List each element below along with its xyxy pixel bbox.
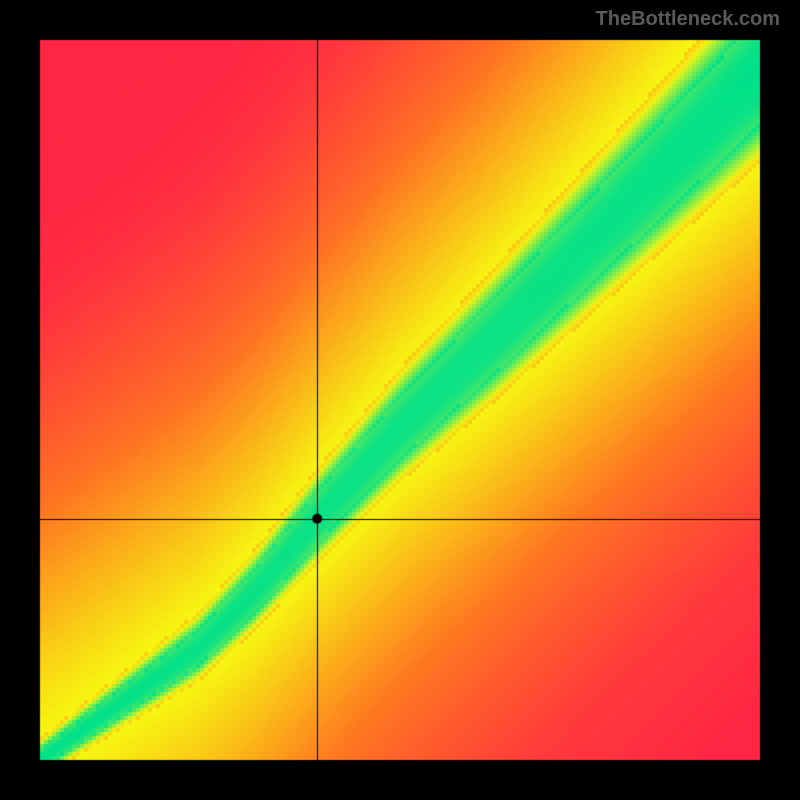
bottleneck-heatmap-canvas [0, 0, 800, 800]
chart-container: TheBottleneck.com [0, 0, 800, 800]
watermark-text: TheBottleneck.com [596, 8, 780, 31]
